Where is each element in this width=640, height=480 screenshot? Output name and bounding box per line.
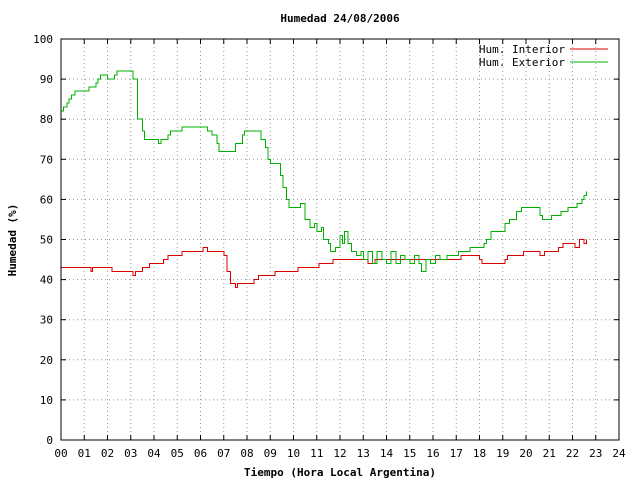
grid-lines — [61, 39, 619, 440]
x-tick-label: 01 — [78, 447, 91, 460]
y-axis-label: Humedad (%) — [6, 204, 19, 277]
y-tick-label: 50 — [40, 234, 53, 247]
chart-title: Humedad 24/08/2006 — [280, 12, 400, 25]
x-axis-ticks: 00 01 02 03 04 05 06 07 08 09 10 11 12 13 14 15 16 17 18 19… — [54, 39, 626, 460]
x-tick-label: 00 — [54, 447, 67, 460]
series-line-hum-interior — [61, 239, 587, 289]
x-tick-label: 18 — [473, 447, 486, 460]
x-tick-label: 09 — [264, 447, 277, 460]
legend-label-hum-exterior: Hum. Exterior — [479, 56, 565, 69]
y-tick-label: 100 — [33, 33, 53, 46]
x-tick-label: 22 — [566, 447, 579, 460]
x-tick-label: 24 — [612, 447, 626, 460]
x-tick-label: 10 — [287, 447, 300, 460]
y-axis-ticks: 0 10 20 30 40 50 60 70 80 90 100 — [33, 33, 619, 447]
y-tick-label: 70 — [40, 153, 53, 166]
x-tick-label: 04 — [147, 447, 161, 460]
x-tick-label: 03 — [124, 447, 137, 460]
x-tick-label: 23 — [589, 447, 602, 460]
x-tick-label: 20 — [519, 447, 532, 460]
x-axis-label: Tiempo (Hora Local Argentina) — [244, 466, 436, 479]
y-tick-label: 90 — [40, 73, 53, 86]
x-tick-label: 16 — [426, 447, 439, 460]
x-tick-label: 05 — [171, 447, 184, 460]
y-tick-label: 40 — [40, 274, 53, 287]
y-tick-label: 0 — [46, 434, 53, 447]
x-tick-label: 19 — [496, 447, 509, 460]
x-tick-label: 06 — [194, 447, 207, 460]
x-tick-label: 02 — [101, 447, 114, 460]
x-tick-label: 07 — [217, 447, 230, 460]
legend-label-hum-interior: Hum. Interior — [479, 43, 565, 56]
y-tick-label: 10 — [40, 394, 53, 407]
x-tick-label: 11 — [310, 447, 323, 460]
y-tick-label: 80 — [40, 113, 53, 126]
x-tick-label: 13 — [357, 447, 370, 460]
y-tick-label: 20 — [40, 354, 53, 367]
x-tick-label: 21 — [543, 447, 556, 460]
x-tick-label: 15 — [403, 447, 416, 460]
y-tick-label: 60 — [40, 193, 53, 206]
series-line-hum-exterior — [61, 70, 587, 273]
x-tick-label: 12 — [333, 447, 346, 460]
x-tick-label: 17 — [450, 447, 463, 460]
x-tick-label: 08 — [240, 447, 253, 460]
y-tick-label: 30 — [40, 314, 53, 327]
x-tick-label: 14 — [380, 447, 394, 460]
series-layer — [61, 70, 587, 289]
